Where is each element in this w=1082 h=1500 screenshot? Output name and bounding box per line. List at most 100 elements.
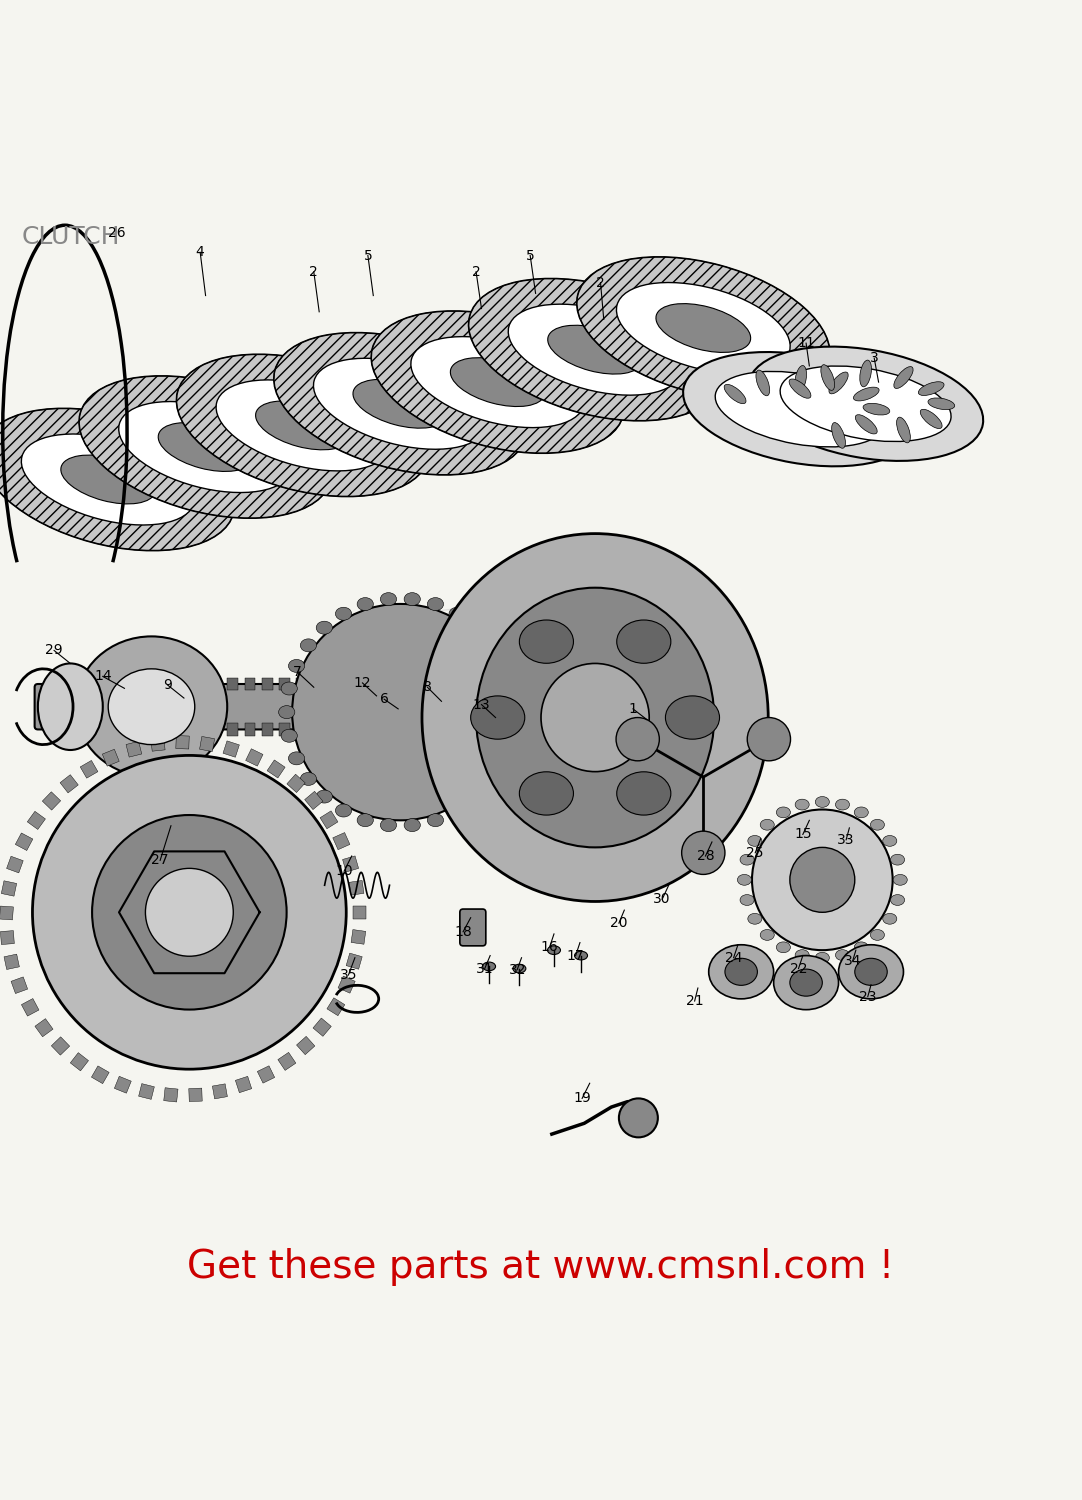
Bar bbox=[103, 748, 119, 766]
Bar bbox=[333, 833, 349, 849]
Ellipse shape bbox=[471, 696, 525, 740]
Ellipse shape bbox=[316, 621, 332, 634]
Circle shape bbox=[616, 717, 659, 760]
Ellipse shape bbox=[427, 813, 444, 826]
Ellipse shape bbox=[795, 800, 809, 810]
Bar bbox=[54, 723, 65, 736]
Bar bbox=[262, 678, 273, 690]
Bar bbox=[236, 1077, 252, 1092]
Text: 29: 29 bbox=[45, 644, 63, 657]
Bar bbox=[278, 1053, 295, 1071]
Bar bbox=[305, 792, 322, 810]
Ellipse shape bbox=[855, 942, 869, 952]
Ellipse shape bbox=[756, 370, 769, 396]
Bar bbox=[11, 976, 28, 993]
Text: 31: 31 bbox=[476, 962, 493, 975]
Ellipse shape bbox=[748, 914, 762, 924]
Text: 14: 14 bbox=[94, 669, 111, 684]
Bar bbox=[349, 880, 364, 896]
Bar bbox=[223, 741, 239, 758]
Ellipse shape bbox=[789, 380, 810, 398]
Ellipse shape bbox=[921, 410, 942, 429]
Ellipse shape bbox=[22, 433, 195, 525]
Bar bbox=[199, 736, 214, 752]
Ellipse shape bbox=[281, 682, 298, 694]
Ellipse shape bbox=[894, 366, 913, 388]
Text: 34: 34 bbox=[844, 954, 861, 968]
Ellipse shape bbox=[776, 807, 790, 818]
Ellipse shape bbox=[575, 951, 588, 960]
Bar bbox=[262, 723, 273, 736]
Ellipse shape bbox=[335, 804, 352, 818]
Text: 13: 13 bbox=[473, 698, 490, 711]
Ellipse shape bbox=[427, 597, 444, 610]
FancyBboxPatch shape bbox=[460, 909, 486, 946]
Text: 2: 2 bbox=[596, 276, 605, 290]
Ellipse shape bbox=[855, 807, 869, 818]
Ellipse shape bbox=[255, 400, 351, 450]
Ellipse shape bbox=[449, 608, 465, 619]
Bar bbox=[15, 833, 32, 850]
Text: 6: 6 bbox=[380, 692, 388, 706]
Ellipse shape bbox=[617, 620, 671, 663]
Ellipse shape bbox=[835, 800, 849, 810]
Ellipse shape bbox=[279, 705, 294, 718]
Bar bbox=[42, 792, 61, 810]
Text: 35: 35 bbox=[340, 968, 357, 982]
Ellipse shape bbox=[357, 597, 373, 610]
Ellipse shape bbox=[216, 380, 390, 471]
Bar bbox=[22, 999, 39, 1016]
Circle shape bbox=[32, 756, 346, 1070]
Ellipse shape bbox=[890, 855, 905, 865]
Ellipse shape bbox=[301, 772, 317, 786]
Bar bbox=[331, 678, 342, 690]
Ellipse shape bbox=[790, 969, 822, 996]
Bar bbox=[193, 678, 203, 690]
Bar bbox=[348, 678, 359, 690]
Ellipse shape bbox=[832, 423, 845, 448]
Bar bbox=[314, 678, 325, 690]
Bar bbox=[51, 1036, 69, 1054]
Text: 21: 21 bbox=[686, 994, 703, 1008]
Bar bbox=[0, 930, 14, 945]
Ellipse shape bbox=[748, 346, 984, 460]
Bar bbox=[343, 856, 358, 871]
Bar bbox=[141, 678, 151, 690]
Bar bbox=[71, 678, 82, 690]
Bar bbox=[126, 741, 142, 758]
Ellipse shape bbox=[469, 279, 722, 422]
Ellipse shape bbox=[513, 964, 526, 974]
Circle shape bbox=[790, 847, 855, 912]
Text: 1: 1 bbox=[629, 702, 637, 715]
Bar bbox=[141, 723, 151, 736]
Ellipse shape bbox=[292, 604, 509, 820]
Text: 32: 32 bbox=[509, 963, 526, 976]
Ellipse shape bbox=[449, 804, 465, 818]
Text: 7: 7 bbox=[293, 664, 302, 680]
Bar bbox=[314, 723, 325, 736]
Bar bbox=[35, 1019, 53, 1036]
Bar bbox=[212, 1084, 227, 1100]
Bar bbox=[338, 976, 355, 993]
Ellipse shape bbox=[353, 380, 448, 427]
Bar bbox=[327, 998, 345, 1016]
Ellipse shape bbox=[761, 819, 775, 830]
Text: 24: 24 bbox=[725, 951, 742, 964]
Bar bbox=[188, 1088, 202, 1101]
Ellipse shape bbox=[863, 404, 889, 416]
Ellipse shape bbox=[450, 357, 545, 407]
Ellipse shape bbox=[301, 639, 317, 652]
Ellipse shape bbox=[780, 366, 951, 441]
Bar bbox=[296, 723, 307, 736]
Ellipse shape bbox=[316, 790, 332, 802]
Ellipse shape bbox=[79, 376, 332, 518]
Ellipse shape bbox=[61, 454, 156, 504]
Ellipse shape bbox=[108, 669, 195, 744]
Text: 9: 9 bbox=[163, 678, 172, 692]
Text: 20: 20 bbox=[610, 916, 628, 930]
Ellipse shape bbox=[774, 956, 839, 1010]
Bar bbox=[123, 723, 134, 736]
Text: 25: 25 bbox=[747, 846, 764, 859]
Ellipse shape bbox=[119, 402, 292, 492]
Bar bbox=[267, 760, 286, 778]
